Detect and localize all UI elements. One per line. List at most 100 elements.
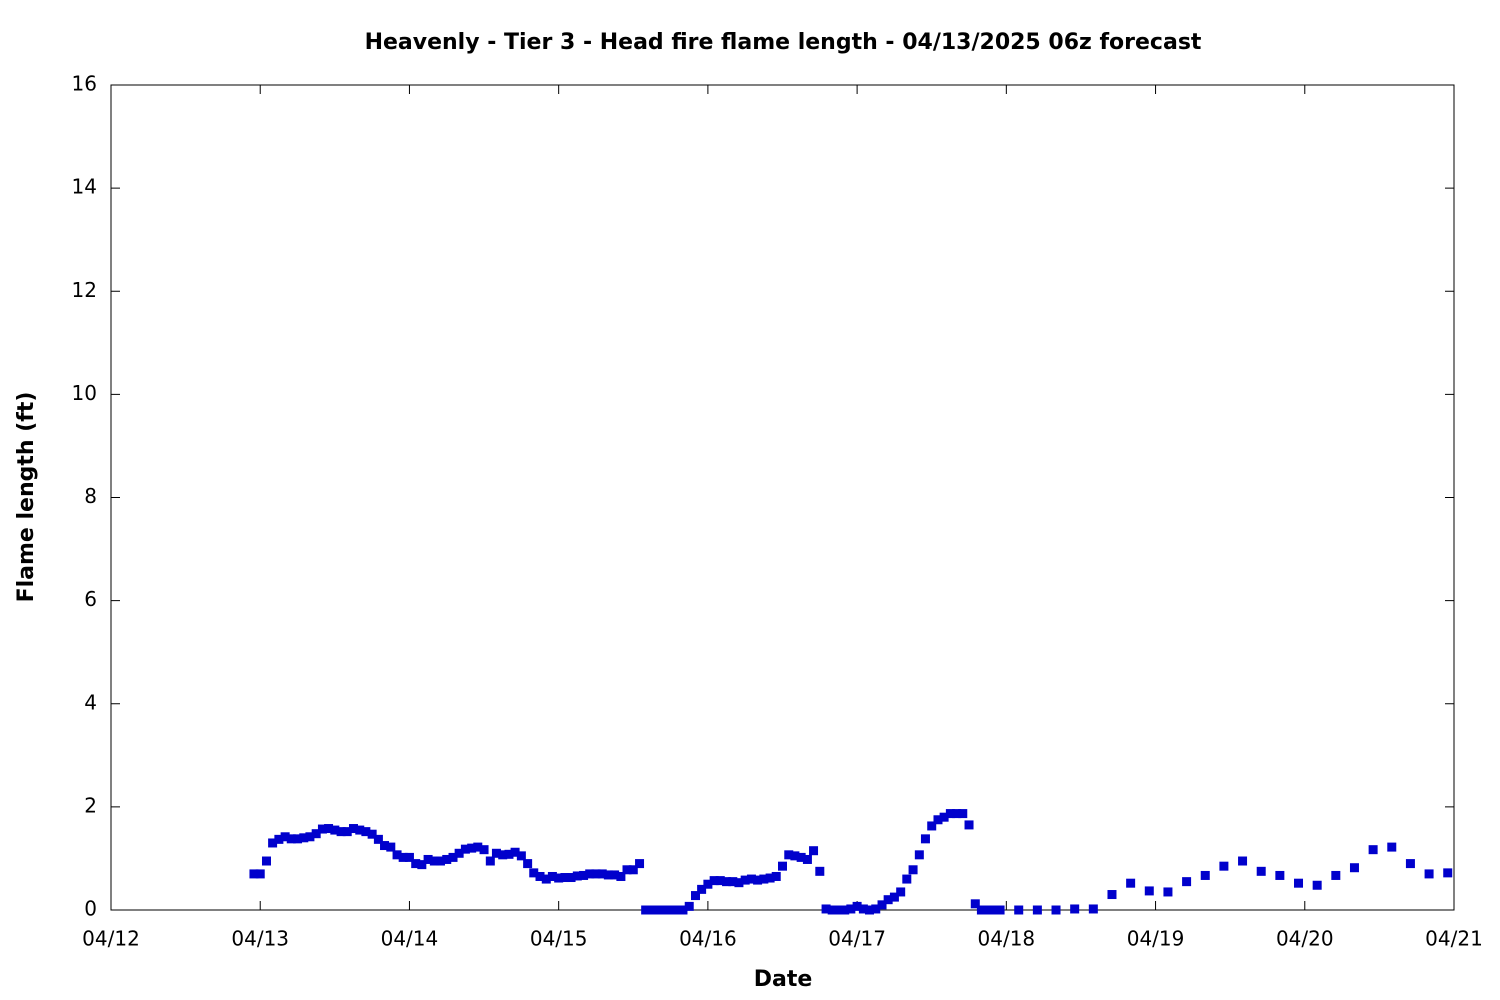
data-point — [616, 871, 626, 881]
data-point — [883, 895, 893, 905]
data-point — [778, 861, 787, 871]
data-point — [566, 873, 576, 883]
data-point — [833, 905, 843, 915]
data-point — [809, 846, 819, 856]
data-point — [784, 850, 794, 860]
data-point — [479, 845, 489, 855]
data-point — [647, 905, 657, 915]
data-point — [504, 849, 514, 859]
data-point — [541, 874, 551, 884]
data-point — [473, 842, 483, 852]
data-point — [398, 852, 408, 862]
data-point — [939, 812, 949, 822]
data-point — [293, 834, 303, 844]
data-point — [435, 856, 445, 866]
data-point — [367, 829, 377, 839]
data-point — [635, 859, 645, 869]
data-point — [317, 824, 327, 834]
data-point — [1443, 868, 1453, 878]
data-point — [361, 827, 371, 837]
data-point — [1070, 904, 1080, 914]
data-point — [945, 809, 955, 819]
x-tick-label: 04/21 — [1425, 927, 1483, 951]
data-point — [759, 874, 769, 884]
data-point — [703, 879, 713, 889]
data-point — [846, 904, 856, 914]
data-point — [622, 865, 632, 875]
data-point — [1200, 870, 1210, 880]
data-point — [802, 854, 812, 864]
data-point — [373, 834, 383, 844]
data-point — [560, 873, 570, 883]
data-point — [510, 847, 520, 857]
data-point — [920, 834, 930, 844]
data-point — [709, 876, 719, 886]
data-point — [821, 904, 831, 914]
data-point — [467, 843, 477, 853]
plot-frame — [110, 84, 1455, 911]
data-point — [790, 851, 800, 861]
data-point — [641, 905, 651, 915]
data-point — [324, 824, 334, 834]
data-point — [672, 905, 682, 915]
data-point — [417, 860, 427, 870]
data-point — [268, 838, 278, 848]
data-point — [535, 871, 545, 881]
data-point — [554, 873, 564, 883]
data-point — [342, 827, 352, 837]
data-point — [498, 850, 508, 860]
data-point — [299, 833, 309, 843]
data-point — [591, 869, 601, 879]
data-point — [871, 904, 881, 914]
data-point — [1368, 845, 1378, 855]
data-point — [1088, 904, 1098, 914]
data-point — [983, 905, 993, 915]
data-point — [255, 869, 265, 879]
data-point — [249, 869, 259, 879]
data-point — [796, 852, 806, 862]
data-point — [1219, 861, 1229, 871]
data-point — [603, 870, 613, 880]
data-point — [429, 856, 439, 866]
data-point — [852, 901, 862, 911]
data-point — [597, 869, 607, 879]
data-point — [864, 905, 874, 915]
data-point — [1294, 878, 1304, 888]
data-point — [691, 891, 701, 901]
data-point — [610, 870, 620, 880]
data-point — [579, 870, 589, 880]
data-point — [722, 877, 732, 887]
data-point — [529, 868, 539, 878]
x-tick-label: 04/12 — [82, 927, 140, 951]
data-point — [448, 852, 458, 862]
data-point — [585, 869, 595, 879]
data-point — [827, 905, 837, 915]
data-point — [659, 905, 669, 915]
data-point — [311, 829, 321, 839]
y-tick-label: 4 — [84, 690, 97, 714]
data-point — [1312, 880, 1322, 890]
data-point — [746, 874, 756, 884]
data-point — [392, 850, 402, 860]
data-point — [740, 875, 750, 885]
data-point — [964, 820, 974, 830]
data-point — [902, 874, 912, 884]
x-tick-label: 04/13 — [231, 927, 289, 951]
chart-title: Heavenly - Tier 3 - Head fire flame leng… — [365, 30, 1202, 55]
data-point — [715, 876, 725, 886]
data-point — [1387, 842, 1397, 852]
data-point — [753, 875, 763, 885]
data-point — [386, 842, 396, 852]
data-point — [523, 859, 533, 869]
data-point — [348, 824, 358, 834]
data-point — [1182, 877, 1192, 887]
data-point — [1144, 886, 1154, 896]
data-point — [1275, 870, 1285, 880]
data-point — [1126, 878, 1136, 888]
x-tick-label: 04/20 — [1276, 927, 1334, 951]
data-point — [1405, 859, 1415, 869]
data-point — [765, 873, 775, 883]
y-tick-label: 14 — [72, 175, 97, 199]
x-tick-label: 04/17 — [828, 927, 886, 951]
